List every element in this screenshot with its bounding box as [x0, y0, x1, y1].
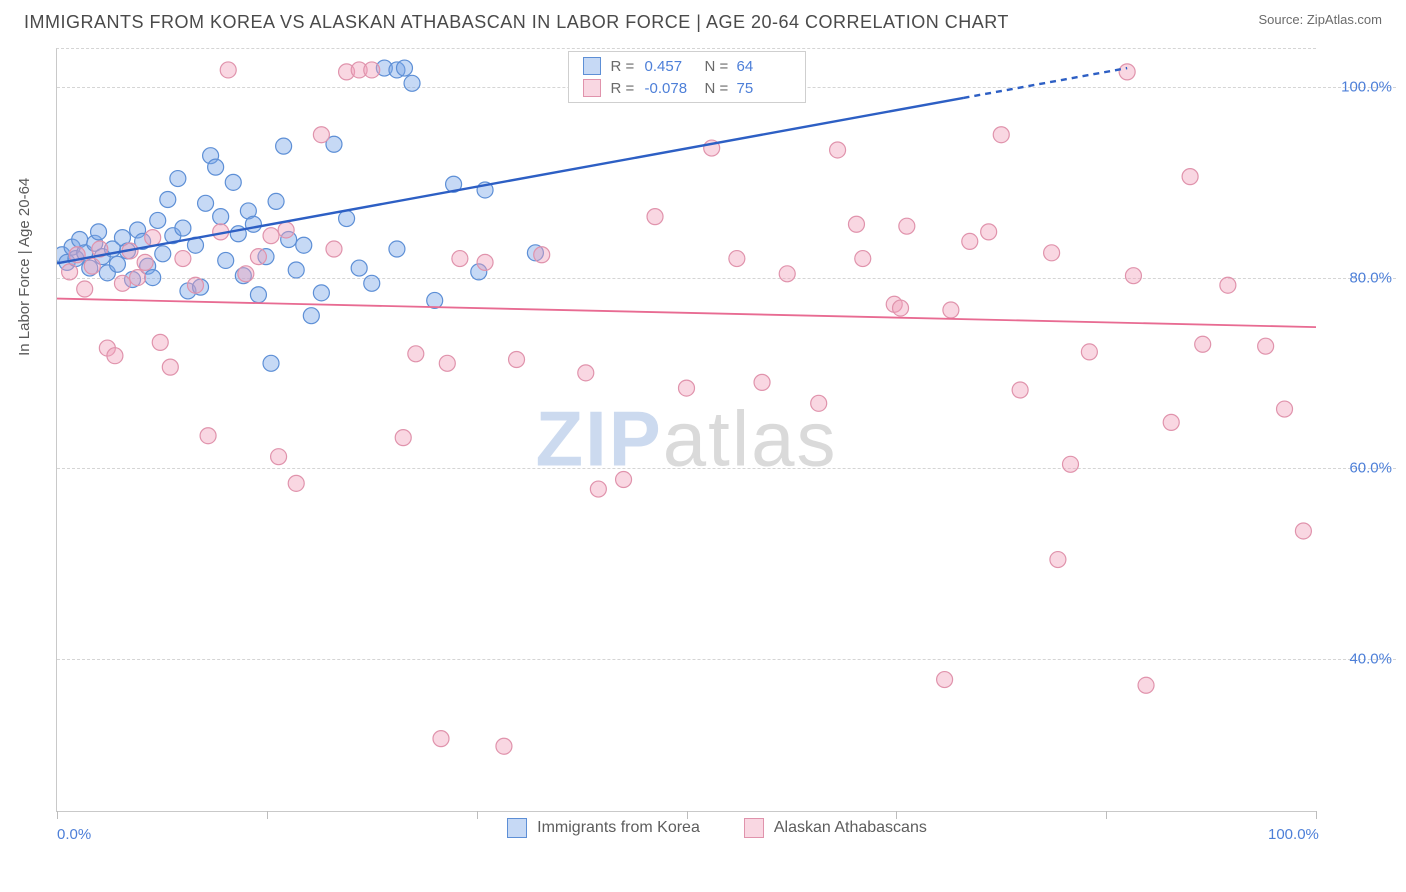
series-legend: Immigrants from Korea Alaskan Athabascan… — [38, 818, 1396, 838]
source-link[interactable]: ZipAtlas.com — [1307, 12, 1382, 27]
r-label: R = — [611, 80, 639, 97]
regression-lines-layer — [57, 49, 1316, 811]
y-tick-label: 80.0% — [1349, 269, 1392, 286]
n-label: N = — [705, 80, 731, 97]
correlation-legend: R = 0.457 N = 64 R = -0.078 N = 75 — [568, 51, 806, 103]
series2-n-value: 75 — [737, 80, 791, 97]
y-tick-label: 40.0% — [1349, 650, 1392, 667]
series1-r-value: 0.457 — [645, 58, 699, 75]
y-tick-label: 60.0% — [1349, 460, 1392, 477]
series2-name: Alaskan Athabascans — [774, 819, 927, 837]
n-label: N = — [705, 58, 731, 75]
series2-swatch — [583, 79, 601, 97]
plot-region: ZIPatlas R = 0.457 N = 64 R = -0.078 N =… — [56, 48, 1316, 812]
chart-area: In Labor Force | Age 20-64 ZIPatlas R = … — [38, 48, 1396, 842]
y-axis-label: In Labor Force | Age 20-64 — [16, 178, 33, 356]
y-tick-label: 100.0% — [1341, 79, 1392, 96]
series2-r-value: -0.078 — [645, 80, 699, 97]
chart-title: IMMIGRANTS FROM KOREA VS ALASKAN ATHABAS… — [24, 12, 1009, 33]
series1-swatch — [507, 818, 527, 838]
r-label: R = — [611, 58, 639, 75]
series1-n-value: 64 — [737, 58, 791, 75]
series1-swatch — [583, 57, 601, 75]
source-attribution: Source: ZipAtlas.com — [1258, 12, 1382, 27]
series2-swatch — [744, 818, 764, 838]
series1-name: Immigrants from Korea — [537, 819, 700, 837]
